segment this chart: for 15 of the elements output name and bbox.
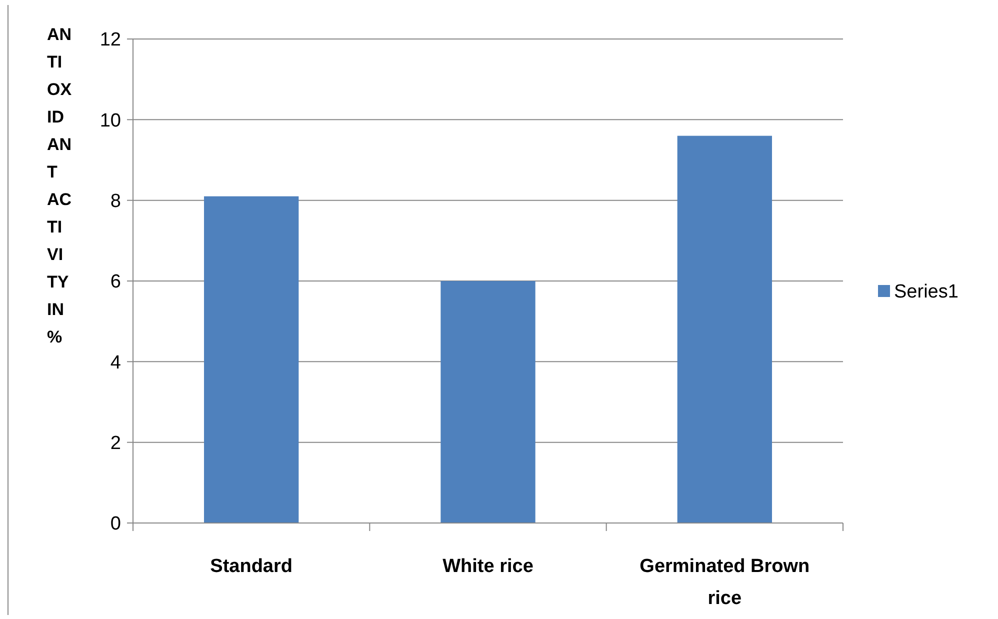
y-tick-label: 2 [110, 432, 121, 454]
bar [440, 281, 536, 523]
y-tick-label: 12 [100, 30, 121, 51]
y-tick-label: 10 [100, 110, 121, 132]
bar [204, 196, 299, 523]
text: ANTIOXIDANT ACTIVITY IN % [47, 25, 72, 346]
y-tick-label: 0 [110, 514, 121, 535]
y-tick-label: 8 [110, 190, 121, 212]
y-tick-label: 6 [110, 272, 121, 293]
bar [677, 136, 772, 523]
x-tick-label: Germinated Brown rice [640, 556, 810, 609]
legend-label: Series1 [894, 282, 958, 303]
x-tick-label: Standard [210, 556, 293, 577]
x-tick-label: White rice [442, 556, 534, 577]
y-tick-label: 4 [110, 352, 122, 374]
